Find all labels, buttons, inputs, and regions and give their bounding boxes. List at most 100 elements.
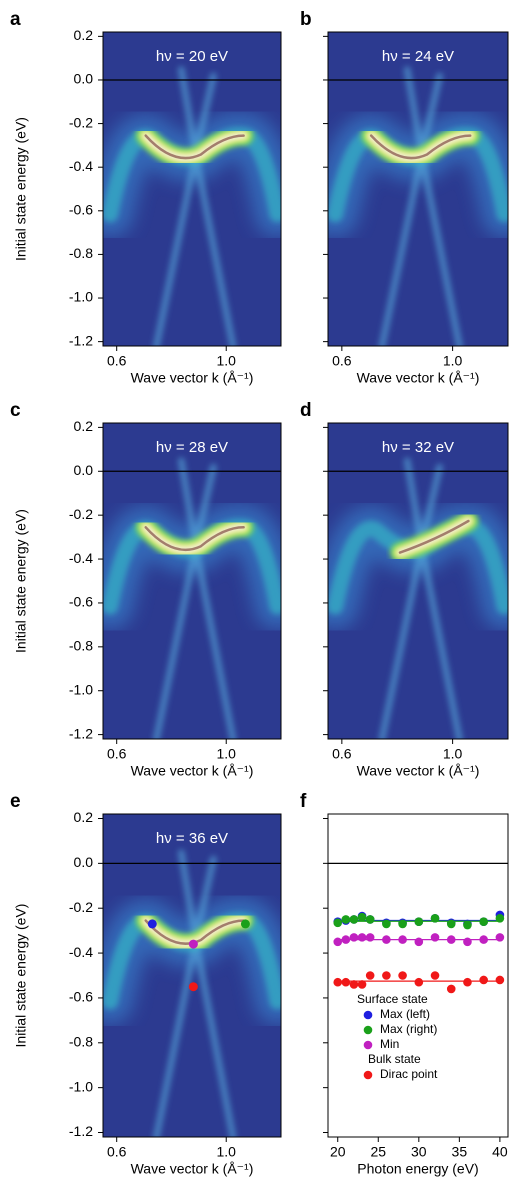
legend-group-title: Surface state [357, 992, 428, 1006]
y-tick-label: 0.0 [74, 462, 94, 478]
data-point [414, 977, 424, 987]
data-point [333, 977, 343, 987]
x-axis-label: Wave vector k (Å⁻¹) [357, 370, 480, 386]
x-tick-label: 0.6 [332, 746, 352, 762]
y-tick-label: 0.2 [74, 418, 94, 434]
data-point [333, 937, 343, 947]
data-point [341, 935, 351, 944]
y-axis-label: Initial state energy (eV) [13, 904, 29, 1048]
x-tick-label: 40 [492, 1144, 508, 1160]
y-tick-label: -0.2 [69, 506, 93, 522]
y-axis-label: Initial state energy (eV) [13, 509, 29, 653]
panel-label: e [10, 791, 21, 812]
x-tick-label: 25 [370, 1144, 386, 1160]
legend-marker [363, 1070, 373, 1080]
data-point [495, 975, 505, 985]
y-tick-label: -0.8 [69, 245, 93, 261]
spectrum-image [103, 32, 281, 346]
annotation: hν = 32 eV [382, 439, 454, 456]
legend-label: Min [380, 1037, 399, 1051]
data-point [414, 917, 424, 926]
x-tick-label: 1.0 [216, 1144, 236, 1160]
marker [188, 982, 198, 992]
y-tick-label: 0.2 [74, 809, 94, 825]
data-point [430, 933, 440, 942]
x-axis-label: Wave vector k (Å⁻¹) [131, 1161, 254, 1177]
data-point [349, 980, 359, 989]
y-tick-label: -1.0 [69, 289, 93, 305]
annotation: hν = 36 eV [156, 830, 228, 847]
marker [147, 919, 157, 929]
legend-marker [363, 1010, 373, 1020]
spectral-feature [144, 919, 245, 945]
x-tick-label: 35 [452, 1144, 468, 1160]
y-tick-label: -0.4 [69, 944, 93, 960]
data-point [446, 984, 456, 994]
data-point [414, 937, 424, 947]
data-point [479, 975, 488, 985]
panel-label: c [10, 400, 21, 421]
plot-frame [102, 31, 282, 347]
data-point [463, 920, 472, 930]
spectrum-image [328, 32, 508, 346]
data-point [357, 980, 367, 989]
data-point [463, 937, 472, 947]
data-point [382, 971, 391, 980]
y-tick-label: -0.8 [69, 638, 93, 654]
data-point [349, 915, 359, 924]
data-point [341, 977, 351, 987]
panel-label: f [300, 791, 307, 812]
x-tick-label: 0.6 [107, 1144, 127, 1160]
x-tick-label: 20 [330, 1144, 346, 1160]
data-point [463, 977, 472, 987]
spectrum-image [103, 814, 281, 1137]
data-point [365, 971, 375, 980]
x-tick-label: 1.0 [216, 746, 236, 762]
x-tick-label: 1.0 [216, 353, 236, 369]
data-point [446, 919, 456, 929]
annotation: hν = 28 eV [156, 439, 228, 456]
y-tick-label: -0.6 [69, 202, 93, 218]
data-point [446, 935, 456, 944]
data-point [382, 935, 391, 944]
plot-frame [102, 422, 282, 740]
y-tick-label: -1.2 [69, 725, 93, 741]
plot-frame [327, 31, 509, 347]
data-point [430, 971, 440, 980]
data-point [398, 935, 407, 944]
panel-label: a [10, 9, 21, 30]
legend-group-title: Bulk state [368, 1052, 421, 1066]
legend-marker [363, 1040, 373, 1050]
plot-frame [102, 813, 282, 1138]
data-point [382, 919, 391, 929]
x-tick-label: 30 [411, 1144, 427, 1160]
y-tick-label: -1.0 [69, 1078, 93, 1094]
x-tick-label: 0.6 [107, 746, 127, 762]
marker [188, 939, 198, 949]
y-tick-label: -0.2 [69, 114, 93, 130]
spectrum-image [103, 423, 281, 739]
spectral-feature [144, 134, 245, 160]
x-tick-label: 1.0 [443, 746, 463, 762]
y-tick-label: 0.0 [74, 71, 94, 87]
spectral-feature [144, 526, 245, 551]
y-tick-label: -1.2 [69, 1123, 93, 1139]
legend-label: Max (right) [380, 1022, 437, 1036]
y-tick-label: 0.2 [74, 27, 94, 43]
data-point [479, 935, 488, 944]
x-axis-label: Wave vector k (Å⁻¹) [131, 763, 254, 779]
panel-label: b [300, 9, 312, 30]
y-tick-label: -1.0 [69, 681, 93, 697]
y-axis-label: Initial state energy (eV) [13, 117, 29, 261]
y-tick-label: -0.2 [69, 899, 93, 915]
spectral-feature [398, 519, 470, 554]
data-point [333, 918, 343, 928]
legend-marker [363, 1025, 373, 1035]
x-tick-label: 1.0 [443, 353, 463, 369]
x-axis-label: Wave vector k (Å⁻¹) [357, 763, 480, 779]
y-tick-label: -0.6 [69, 594, 93, 610]
x-tick-label: 0.6 [107, 353, 127, 369]
panel-label: d [300, 400, 312, 421]
annotation: hν = 20 eV [156, 48, 228, 65]
